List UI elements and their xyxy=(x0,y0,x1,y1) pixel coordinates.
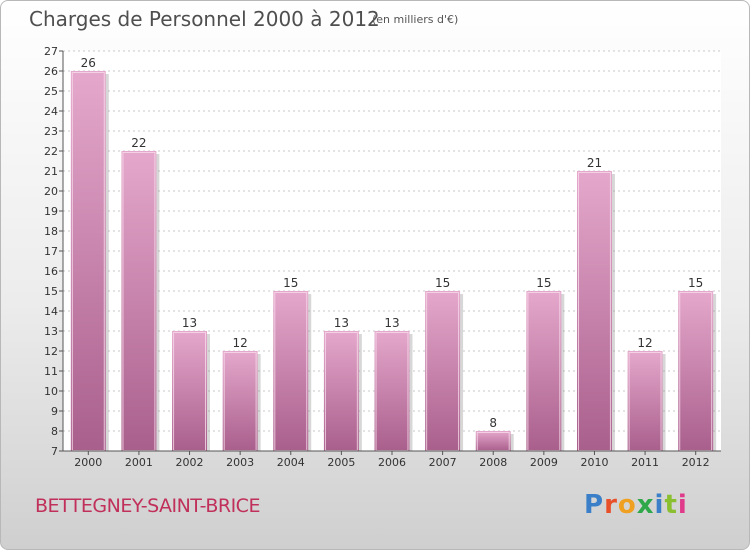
data-label: 8 xyxy=(489,416,497,430)
x-tick-label: 2006 xyxy=(378,456,406,469)
logo-letter: r xyxy=(604,490,618,520)
bar xyxy=(526,291,562,451)
x-tick-label: 2009 xyxy=(530,456,558,469)
y-tick-label: 17 xyxy=(44,245,58,258)
y-tick-label: 27 xyxy=(44,45,58,58)
x-tick-label: 2011 xyxy=(631,456,659,469)
data-label: 26 xyxy=(81,56,96,70)
y-tick-label: 8 xyxy=(51,425,58,438)
data-label: 12 xyxy=(637,336,652,350)
y-tick-label: 26 xyxy=(44,65,58,78)
y-tick-label: 24 xyxy=(44,105,58,118)
x-tick-label: 2004 xyxy=(277,456,305,469)
data-label: 21 xyxy=(587,156,602,170)
logo-letter: o xyxy=(617,490,637,520)
y-tick-label: 20 xyxy=(44,185,58,198)
data-label: 15 xyxy=(283,276,298,290)
y-tick-label: 11 xyxy=(44,365,58,378)
logo-letter: x xyxy=(636,490,655,520)
bar xyxy=(678,291,714,451)
x-tick-label: 2002 xyxy=(176,456,204,469)
bars: 26 22 13 12 15 13 13 15 8 15 21 12 15 xyxy=(70,56,717,451)
y-tick-label: 16 xyxy=(44,265,58,278)
y-tick-label: 21 xyxy=(44,165,58,178)
y-tick-label: 12 xyxy=(44,345,58,358)
y-tick-label: 19 xyxy=(44,205,58,218)
bar xyxy=(475,431,511,451)
x-tick-label: 2003 xyxy=(226,456,254,469)
y-tick-label: 25 xyxy=(44,85,58,98)
x-tick-label: 2012 xyxy=(682,456,710,469)
x-tick-label: 2007 xyxy=(429,456,457,469)
x-tick-label: 2005 xyxy=(327,456,355,469)
y-tick-label: 15 xyxy=(44,285,58,298)
data-label: 15 xyxy=(536,276,551,290)
x-tick-label: 2000 xyxy=(74,456,102,469)
chart-subtitle: (en milliers d'€) xyxy=(372,13,459,26)
proxiti-logo[interactable]: Proxiti xyxy=(584,490,688,520)
y-tick-label: 18 xyxy=(44,225,58,238)
bar xyxy=(425,291,461,451)
bar xyxy=(273,291,309,451)
x-tick-label: 2008 xyxy=(479,456,507,469)
x-tick-label: 2010 xyxy=(580,456,608,469)
y-tick-label: 22 xyxy=(44,145,58,158)
bar xyxy=(70,71,106,451)
bar xyxy=(374,331,410,451)
logo-letter: i xyxy=(677,490,688,520)
bar xyxy=(576,171,612,451)
data-label: 15 xyxy=(688,276,703,290)
town-name: BETTEGNEY-SAINT-BRICE xyxy=(35,495,260,517)
y-tick-label: 14 xyxy=(44,305,58,318)
logo-letter: t xyxy=(664,490,678,520)
y-tick-label: 10 xyxy=(44,385,58,398)
y-tick-label: 9 xyxy=(51,405,58,418)
bar xyxy=(323,331,359,451)
chart-title: Charges de Personnel 2000 à 2012 xyxy=(29,7,380,31)
bar xyxy=(627,351,663,451)
y-tick-label: 23 xyxy=(44,125,58,138)
bar xyxy=(222,351,258,451)
y-tick-label: 13 xyxy=(44,325,58,338)
bar xyxy=(121,151,157,451)
bar xyxy=(172,331,208,451)
logo-letter: i xyxy=(654,490,665,520)
data-label: 12 xyxy=(233,336,248,350)
data-label: 22 xyxy=(131,136,146,150)
y-tick-label: 7 xyxy=(51,445,58,458)
logo-letter: P xyxy=(584,490,605,520)
axes: 7 8 9 10 11 12 13 14 15 16 17 18 19 20 21 22 23 24 25 26 27 2… xyxy=(44,45,721,469)
x-tick-label: 2001 xyxy=(125,456,153,469)
data-label: 13 xyxy=(334,316,349,330)
data-label: 13 xyxy=(384,316,399,330)
data-label: 15 xyxy=(435,276,450,290)
data-label: 13 xyxy=(182,316,197,330)
